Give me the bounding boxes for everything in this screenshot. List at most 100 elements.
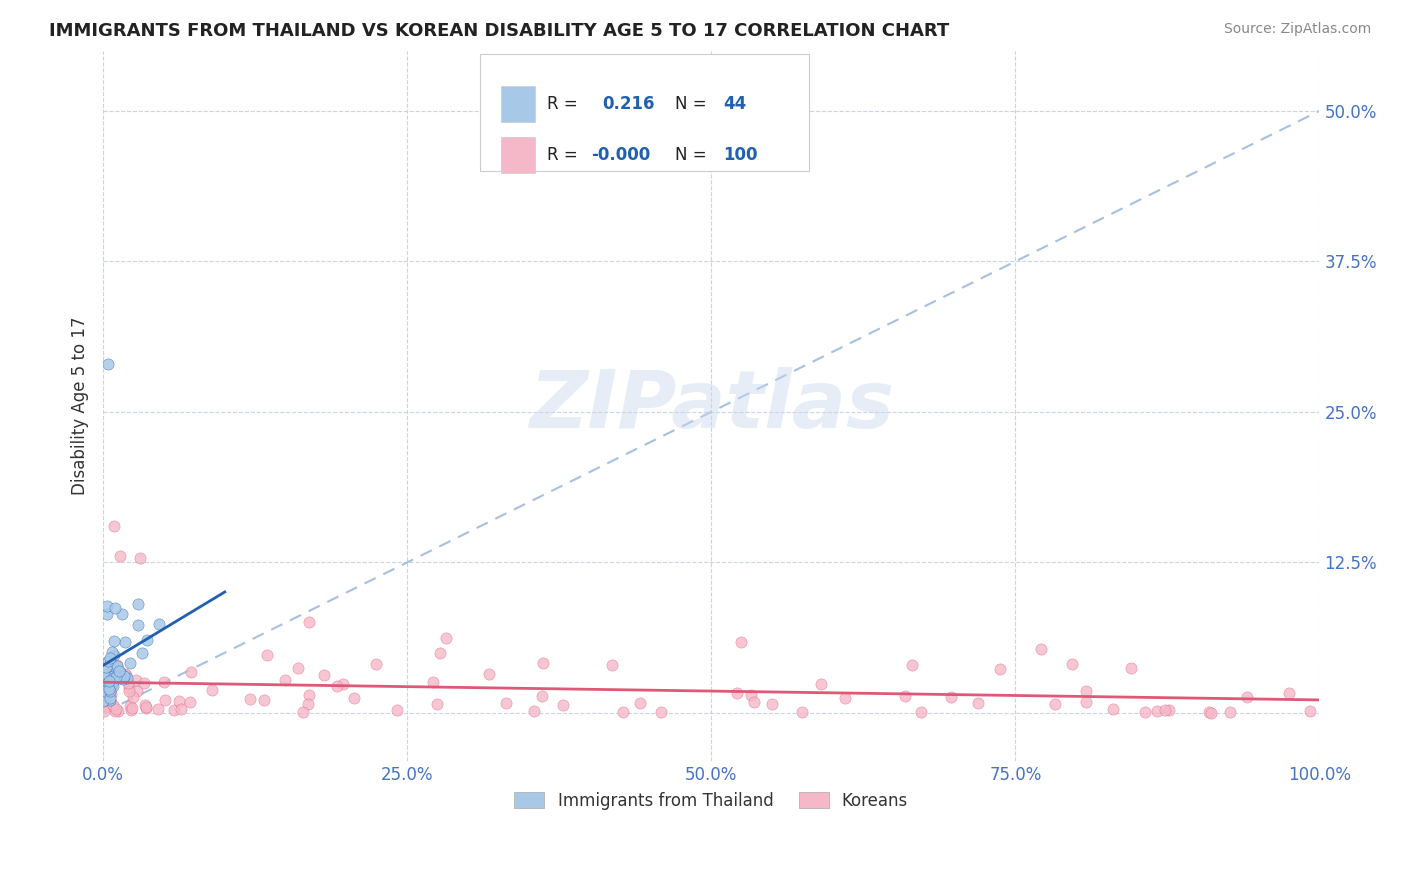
Point [129, 551, 152, 566]
Point [478, 667, 501, 681]
Point [96, 660, 118, 674]
Point [96, 607, 118, 621]
Point [553, 698, 575, 713]
Point [600, 657, 623, 672]
Point [1219, 705, 1241, 719]
Point [495, 696, 517, 710]
Point [1198, 705, 1220, 719]
Point [910, 705, 932, 719]
Point [1299, 704, 1322, 718]
Text: ZIPatlas: ZIPatlas [529, 367, 894, 445]
Point [127, 597, 149, 611]
Point [274, 673, 297, 688]
Point [148, 617, 170, 632]
Point [531, 656, 554, 670]
Point [332, 677, 354, 691]
Point [612, 705, 634, 719]
Point [125, 673, 148, 687]
Point [131, 646, 153, 660]
Point [114, 669, 136, 683]
Point [153, 674, 176, 689]
Point [287, 661, 309, 675]
Point [650, 705, 672, 719]
Point [97, 669, 120, 683]
Text: N =: N = [675, 95, 706, 113]
Point [96, 599, 118, 614]
FancyBboxPatch shape [501, 136, 534, 173]
Point [122, 690, 145, 705]
Point [108, 549, 131, 564]
Point [127, 618, 149, 632]
Point [94, 683, 117, 698]
Point [121, 700, 143, 714]
Point [256, 648, 278, 662]
Point [530, 689, 553, 703]
Point [93, 667, 115, 681]
Point [101, 658, 124, 673]
Point [98, 692, 121, 706]
Point [628, 696, 651, 710]
Point [103, 648, 125, 663]
Point [201, 683, 224, 698]
Point [1031, 641, 1053, 656]
Text: N =: N = [675, 145, 706, 164]
Point [104, 670, 127, 684]
Point [988, 662, 1011, 676]
Text: -0.000: -0.000 [591, 145, 650, 164]
Text: 44: 44 [724, 95, 747, 113]
Point [1062, 657, 1084, 672]
Point [96, 699, 118, 714]
Point [105, 702, 128, 716]
Point [117, 675, 139, 690]
Point [114, 669, 136, 683]
Point [101, 645, 124, 659]
Point [98, 684, 121, 698]
Point [146, 702, 169, 716]
Point [1278, 686, 1301, 700]
Point [523, 704, 546, 718]
Point [97, 357, 120, 371]
Point [422, 674, 444, 689]
Point [1102, 702, 1125, 716]
FancyBboxPatch shape [501, 86, 534, 122]
Point [100, 677, 122, 691]
Point [97, 676, 120, 690]
Point [103, 674, 125, 689]
Point [169, 702, 191, 716]
Point [1121, 660, 1143, 674]
Point [93, 704, 115, 718]
Point [105, 659, 128, 673]
Point [894, 689, 917, 703]
Point [1199, 706, 1222, 720]
Point [343, 691, 366, 706]
Point [101, 671, 124, 685]
Point [115, 671, 138, 685]
Point [740, 688, 762, 702]
Point [239, 692, 262, 706]
Point [114, 635, 136, 649]
Point [167, 694, 190, 708]
Point [135, 699, 157, 714]
Point [426, 697, 449, 711]
Point [429, 646, 451, 660]
Point [118, 684, 141, 698]
Point [742, 695, 765, 709]
Point [118, 681, 141, 695]
Point [101, 679, 124, 693]
Point [125, 684, 148, 698]
Point [163, 702, 186, 716]
Point [135, 701, 157, 715]
Point [104, 704, 127, 718]
Point [298, 615, 321, 629]
Point [725, 685, 748, 699]
Point [1074, 695, 1097, 709]
Text: R =: R = [547, 95, 578, 113]
Point [108, 671, 131, 685]
Point [97, 654, 120, 668]
Point [810, 677, 832, 691]
Point [103, 668, 125, 682]
Point [112, 672, 135, 686]
Point [730, 635, 752, 649]
Point [107, 704, 129, 718]
Point [792, 705, 814, 719]
